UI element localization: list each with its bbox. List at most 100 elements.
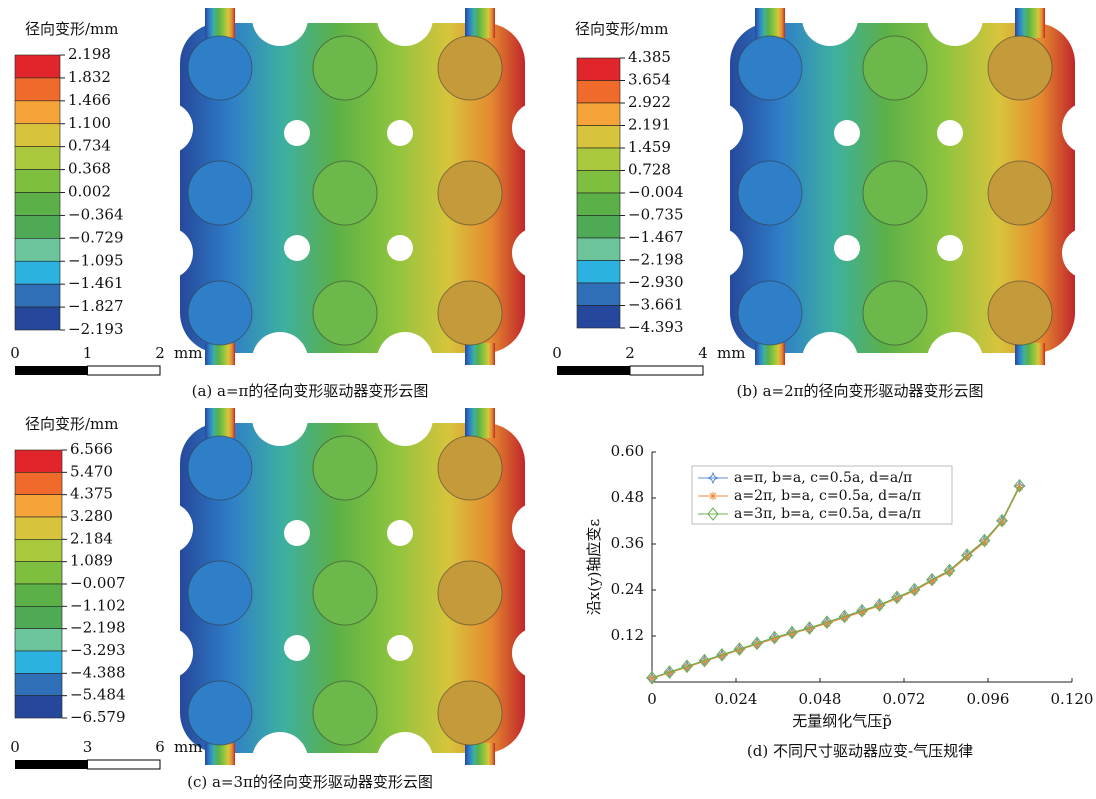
colorbar-label: −3.293 [70, 641, 126, 659]
scale-tick-label: 4 [698, 344, 708, 362]
caption: (c) a=3π的径向变形驱动器变形云图 [187, 773, 433, 791]
colorbar-label: 1.466 [68, 91, 111, 109]
x-tick-label: 0.096 [967, 690, 1010, 708]
colorbar-segment [15, 696, 62, 718]
scale-bar-black [15, 760, 88, 769]
colorbar-label: −0.007 [70, 574, 126, 592]
colorbar-label: −4.393 [628, 318, 684, 336]
colorbar-label: 2.922 [628, 93, 671, 111]
colorbar-label: 0.728 [628, 161, 671, 179]
scale-tick-label: 0 [552, 344, 562, 362]
colorbar-label: −1.102 [70, 596, 126, 614]
colorbar-segment [15, 517, 62, 539]
figure: 径向变形/mm 2.198 1.832 1.466 1.100 0.734 0.368 0.0… [0, 0, 1096, 795]
colorbar-segment [15, 629, 62, 651]
colorbar-label: 0.734 [68, 137, 111, 155]
colorbar-title: 径向变形/mm [25, 20, 119, 38]
colorbar-label: −1.827 [68, 297, 124, 315]
scale-tick-label: 1 [83, 344, 93, 362]
colorbar-label: 0.002 [68, 183, 111, 201]
colorbar-segment [15, 562, 62, 584]
colorbar-segment [15, 101, 60, 124]
colorbar-segment [15, 193, 60, 216]
scale-unit: mm [717, 344, 745, 362]
colorbar-segment [15, 495, 62, 517]
colorbar-label: −2.930 [628, 273, 684, 291]
colorbar-title: 径向变形/mm [575, 20, 669, 38]
colorbar-segment [15, 651, 62, 673]
colorbar-label: −0.729 [68, 228, 124, 246]
marker [709, 492, 717, 500]
colorbar-segment [577, 148, 620, 171]
x-tick-label: 0.072 [883, 690, 926, 708]
y-tick-label: 0.24 [611, 580, 644, 598]
y-tick-label: 0.12 [611, 626, 644, 644]
colorbar-segment [577, 103, 620, 126]
x-tick-label: 0 [647, 690, 657, 708]
colorbar-label: 4.385 [628, 48, 671, 66]
colorbar-segment [15, 539, 62, 561]
colorbar-segment [577, 171, 620, 194]
legend-label: a=π, b=a, c=0.5a, d=a/π [734, 470, 912, 486]
scale-tick-label: 2 [625, 344, 635, 362]
colorbar-label: −0.004 [628, 183, 684, 201]
marker [981, 538, 989, 546]
deformation-image [141, 0, 564, 388]
colorbar-segment [15, 238, 60, 261]
colorbar-segment [577, 261, 620, 284]
colorbar-label: 1.459 [628, 138, 671, 156]
colorbar-label: 2.191 [628, 116, 671, 134]
colorbar-label: 3.280 [70, 507, 113, 525]
colorbar-segment [15, 606, 62, 628]
colorbar-segment [15, 584, 62, 606]
scale-tick-label: 0 [10, 344, 20, 362]
caption: (a) a=π的径向变形驱动器变形云图 [192, 382, 429, 400]
y-tick-label: 0.48 [611, 488, 644, 506]
colorbar-label: −2.198 [628, 251, 684, 269]
colorbar-label: 4.375 [70, 485, 113, 503]
colorbar-label: 1.100 [68, 114, 111, 132]
x-tick-label: 0.048 [799, 690, 842, 708]
scale-tick-label: 3 [83, 738, 93, 756]
scale-bar-white [88, 760, 161, 769]
colorbar-segment [15, 261, 60, 284]
colorbar-segment [15, 284, 60, 307]
colorbar-segment [577, 283, 620, 306]
colorbar-segment [577, 81, 620, 104]
x-tick-label: 0.120 [1051, 690, 1094, 708]
colorbar-segment [15, 147, 60, 170]
colorbar-label: −3.661 [628, 296, 684, 314]
y-tick-label: 0.36 [611, 534, 644, 552]
colorbar-label: 1.832 [68, 68, 111, 86]
colorbar-label: −0.735 [628, 206, 684, 224]
caption: (b) a=2π的径向变形驱动器变形云图 [737, 382, 984, 400]
scale-unit: mm [174, 344, 202, 362]
colorbar-label: 2.198 [68, 45, 111, 63]
colorbar-segment [15, 307, 60, 330]
colorbar-segment [577, 193, 620, 216]
marker [963, 553, 971, 561]
y-axis-title: 沿x(y)轴应变ε [585, 519, 603, 616]
legend-label: a=3π, b=a, c=0.5a, d=a/π [734, 506, 921, 522]
colorbar-label: −5.484 [70, 686, 126, 704]
colorbar-label: 6.566 [70, 440, 113, 458]
colorbar-label: −1.467 [628, 228, 684, 246]
colorbar-segment [15, 472, 62, 494]
caption: (d) 不同尺寸驱动器应变-气压规律 [747, 742, 973, 760]
colorbar-segment [577, 306, 620, 329]
scale-bar-white [88, 366, 161, 375]
colorbar-title: 径向变形/mm [25, 415, 119, 433]
scale-unit: mm [174, 738, 202, 756]
colorbar-segment [577, 58, 620, 81]
colorbar-segment [577, 238, 620, 261]
colorbar-label: 1.089 [70, 552, 113, 570]
scale-bar-black [557, 366, 630, 375]
scale-tick-label: 0 [10, 738, 20, 756]
y-tick-label: 0.60 [611, 442, 644, 460]
colorbar-segment [577, 216, 620, 239]
x-tick-label: 0.024 [715, 690, 758, 708]
legend-label: a=2π, b=a, c=0.5a, d=a/π [734, 488, 921, 504]
scale-tick-label: 2 [155, 344, 165, 362]
colorbar-label: −2.198 [70, 619, 126, 637]
colorbar-label: 0.368 [68, 160, 111, 178]
